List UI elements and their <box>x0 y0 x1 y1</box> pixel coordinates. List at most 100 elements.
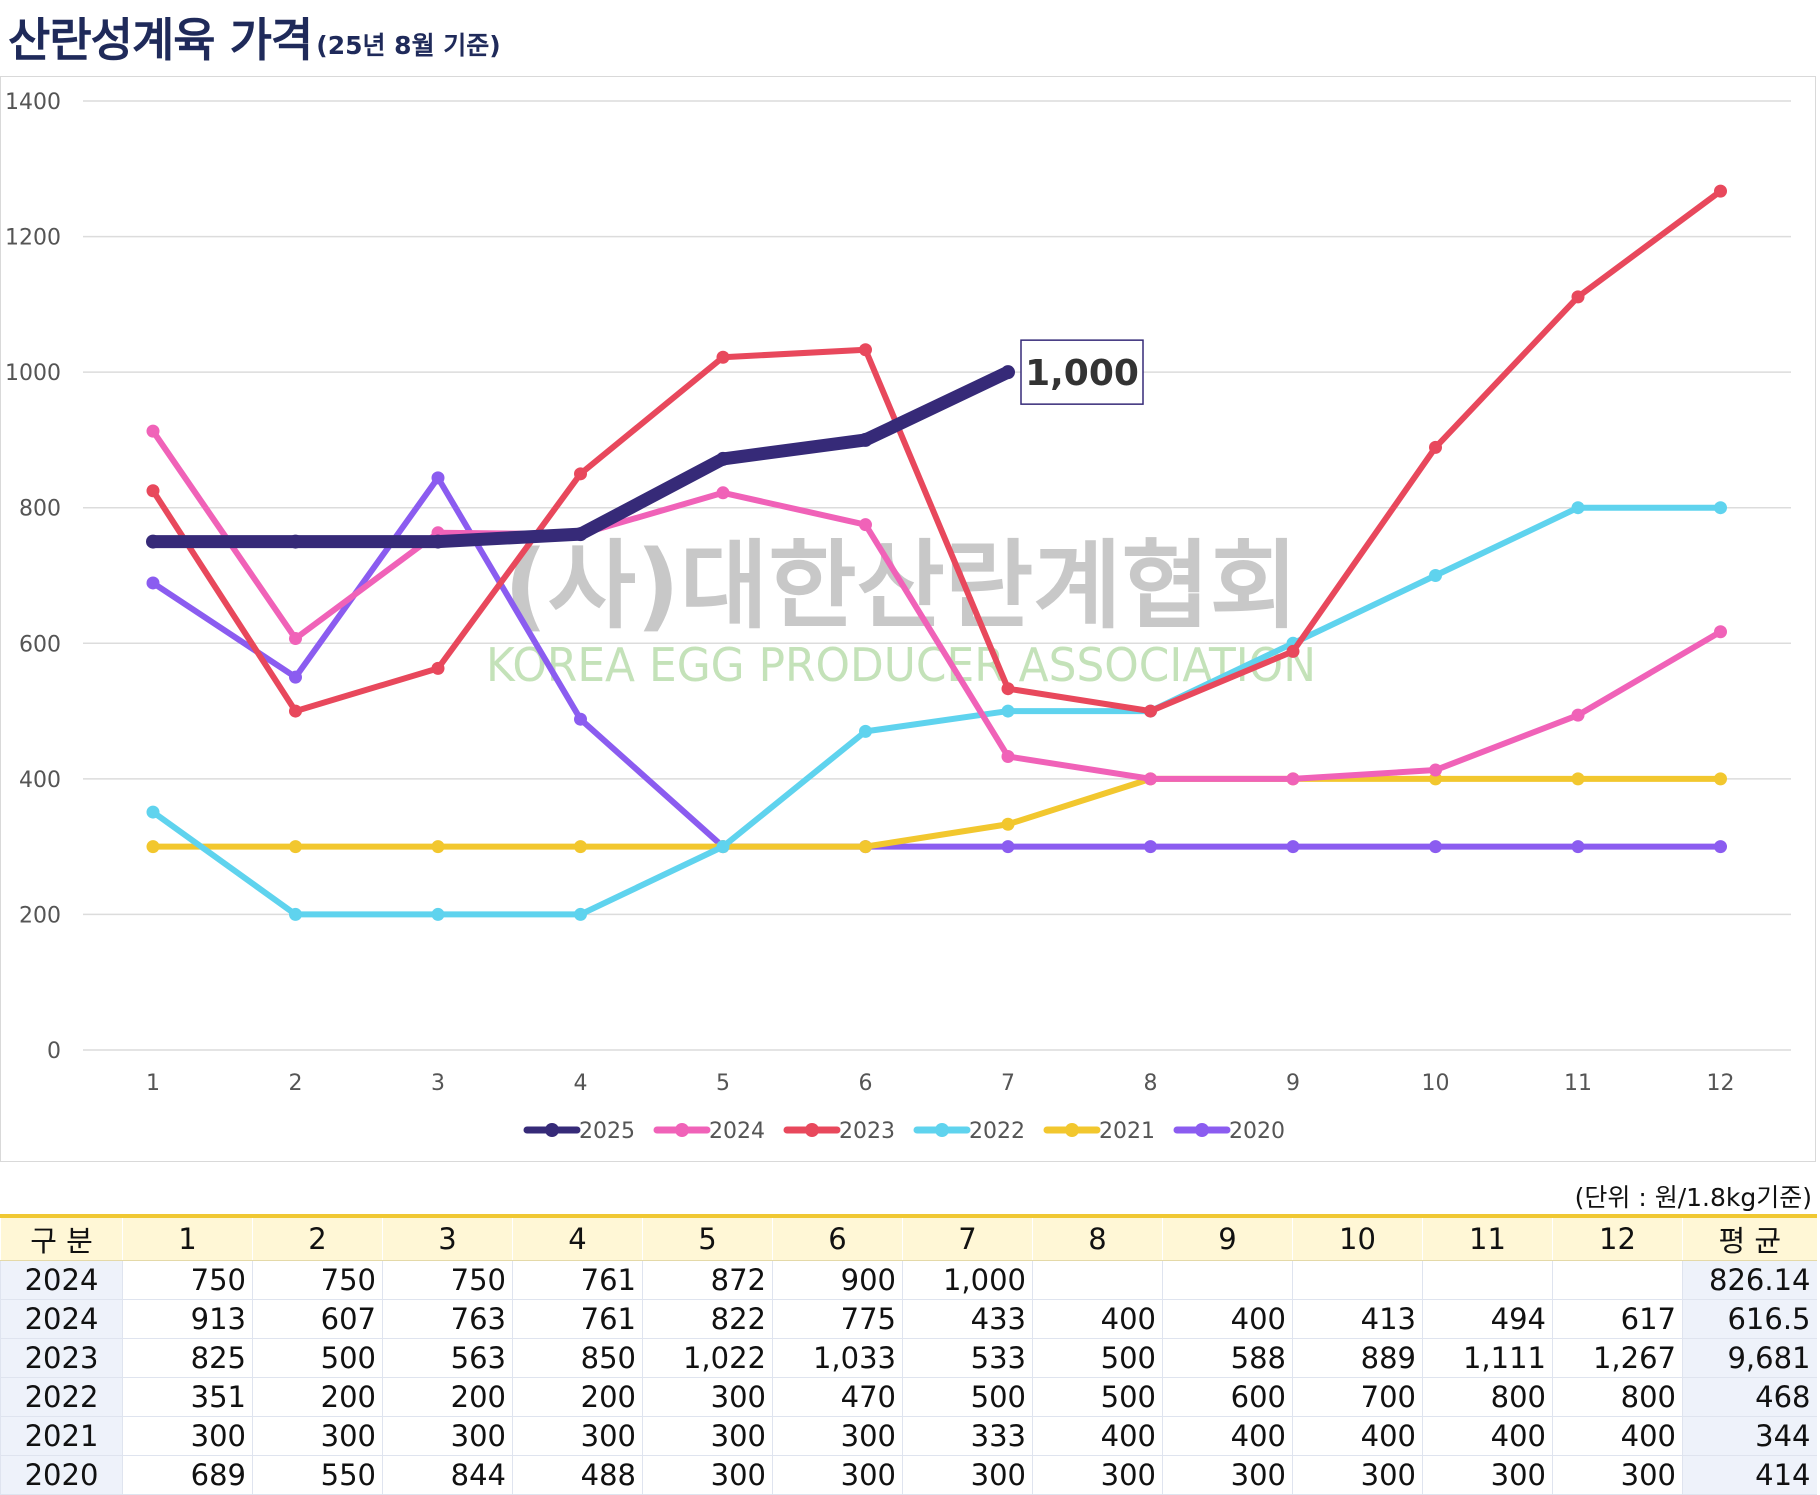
data-point <box>1429 569 1442 582</box>
table-cell: 200 <box>512 1377 643 1417</box>
data-point <box>1429 840 1442 854</box>
table-average-cell: 468 <box>1682 1377 1817 1417</box>
table-cell: 763 <box>382 1299 513 1339</box>
data-point <box>1001 682 1015 696</box>
table-cell: 872 <box>642 1260 773 1300</box>
data-point <box>431 661 445 675</box>
data-point <box>289 632 302 646</box>
series-line-2024 <box>150 428 1724 782</box>
y-tick-label: 0 <box>47 1039 61 1064</box>
data-point <box>146 840 160 854</box>
table-cell: 300 <box>772 1455 903 1495</box>
legend-label: 2022 <box>969 1119 1025 1144</box>
title-bar: 산란성계육 가격 (25년 8월 기준) <box>8 2 501 70</box>
legend-marker <box>675 1123 689 1137</box>
table-cell: 750 <box>122 1260 253 1300</box>
data-point <box>859 840 872 854</box>
table-cell: 689 <box>122 1455 253 1495</box>
table-cell: 433 <box>902 1299 1033 1339</box>
table-cell: 1,267 <box>1552 1338 1683 1378</box>
table-cell: 400 <box>1422 1416 1553 1456</box>
table-cell: 300 <box>1032 1455 1163 1495</box>
data-point <box>1714 840 1727 854</box>
data-point <box>1571 708 1585 722</box>
table-cell: 617 <box>1552 1299 1683 1339</box>
table-year-cell: 2021 <box>0 1416 123 1456</box>
data-point <box>289 670 302 684</box>
legend-marker <box>1065 1123 1079 1137</box>
data-point <box>1144 704 1157 718</box>
x-tick-label: 12 <box>1707 1071 1735 1096</box>
data-point <box>859 724 872 738</box>
table-cell: 588 <box>1162 1338 1293 1378</box>
table-year-cell: 2020 <box>0 1455 123 1495</box>
data-point <box>1429 440 1442 454</box>
table-row: 2024 750 750 750 761 872 900 1,000 826.14 <box>0 1260 1817 1300</box>
table-cell: 400 <box>1292 1416 1423 1456</box>
table-year-cell: 2022 <box>0 1377 123 1417</box>
legend-label: 2025 <box>579 1119 635 1144</box>
table-cell: 400 <box>1032 1299 1163 1339</box>
legend-marker <box>545 1123 559 1137</box>
data-point <box>858 432 873 447</box>
table-header-cell: 11 <box>1422 1214 1553 1261</box>
table-cell: 700 <box>1292 1377 1423 1417</box>
data-point <box>1001 840 1015 854</box>
table-cell: 300 <box>1162 1455 1293 1495</box>
data-point <box>146 805 160 819</box>
table-cell: 850 <box>512 1338 643 1378</box>
table-cell: 844 <box>382 1455 513 1495</box>
x-tick-label: 6 <box>859 1071 873 1096</box>
table-row: 2021 300 300 300 300 300 300 333 400 400 400 400 400… <box>0 1416 1817 1456</box>
data-point <box>289 840 302 854</box>
data-point <box>431 907 445 921</box>
data-point <box>289 907 302 921</box>
page-title: 산란성계육 가격 <box>8 13 313 67</box>
series-2023 <box>146 184 1727 718</box>
table-cell: 822 <box>642 1299 773 1339</box>
data-point <box>1571 501 1585 515</box>
series-line-2021 <box>150 775 1724 850</box>
x-tick-label: 4 <box>574 1071 588 1096</box>
table-average-cell: 826.14 <box>1682 1260 1817 1300</box>
data-point <box>146 484 160 498</box>
data-point <box>1001 817 1015 831</box>
data-point <box>574 840 587 854</box>
legend-item-2022: 2022 <box>913 1119 1025 1144</box>
table-cell: 200 <box>382 1377 513 1417</box>
table-cell: 300 <box>122 1416 253 1456</box>
table-cell: 800 <box>1552 1377 1683 1417</box>
data-point <box>1144 772 1157 786</box>
table-cell: 889 <box>1292 1338 1423 1378</box>
table-cell: 494 <box>1422 1299 1553 1339</box>
table-header-cell: 2 <box>252 1214 383 1261</box>
table-average-cell: 9,681 <box>1682 1338 1817 1378</box>
data-point <box>1429 763 1442 777</box>
table-cell: 500 <box>1032 1338 1163 1378</box>
x-tick-label: 2 <box>289 1071 303 1096</box>
legend-label: 2024 <box>709 1119 765 1144</box>
table-cell: 300 <box>382 1416 513 1456</box>
series-line-2023 <box>150 188 1724 715</box>
y-tick-label: 400 <box>19 768 61 793</box>
table-cell: 400 <box>1162 1416 1293 1456</box>
data-point <box>146 424 160 438</box>
table-cell: 775 <box>772 1299 903 1339</box>
data-point <box>574 467 587 481</box>
legend-label: 2021 <box>1099 1119 1155 1144</box>
data-point <box>574 907 587 921</box>
data-point <box>431 534 445 549</box>
table-cell: 300 <box>642 1455 773 1495</box>
table-cell <box>1032 1260 1163 1300</box>
table-header-cell: 3 <box>382 1214 513 1261</box>
table-cell: 607 <box>252 1299 383 1339</box>
data-table: 구 분 1 2 3 4 5 6 7 8 9 10 11 12 평 균 2024 750 750 750 761 87… <box>0 1214 1817 1495</box>
table-header-cell: 4 <box>512 1214 643 1261</box>
y-tick-label: 1000 <box>5 361 61 386</box>
series-line-2022 <box>150 504 1724 918</box>
table-cell: 600 <box>1162 1377 1293 1417</box>
data-point <box>859 343 872 357</box>
legend-label: 2023 <box>839 1119 895 1144</box>
y-tick-label: 600 <box>19 632 61 657</box>
table-header-cell: 12 <box>1552 1214 1683 1261</box>
